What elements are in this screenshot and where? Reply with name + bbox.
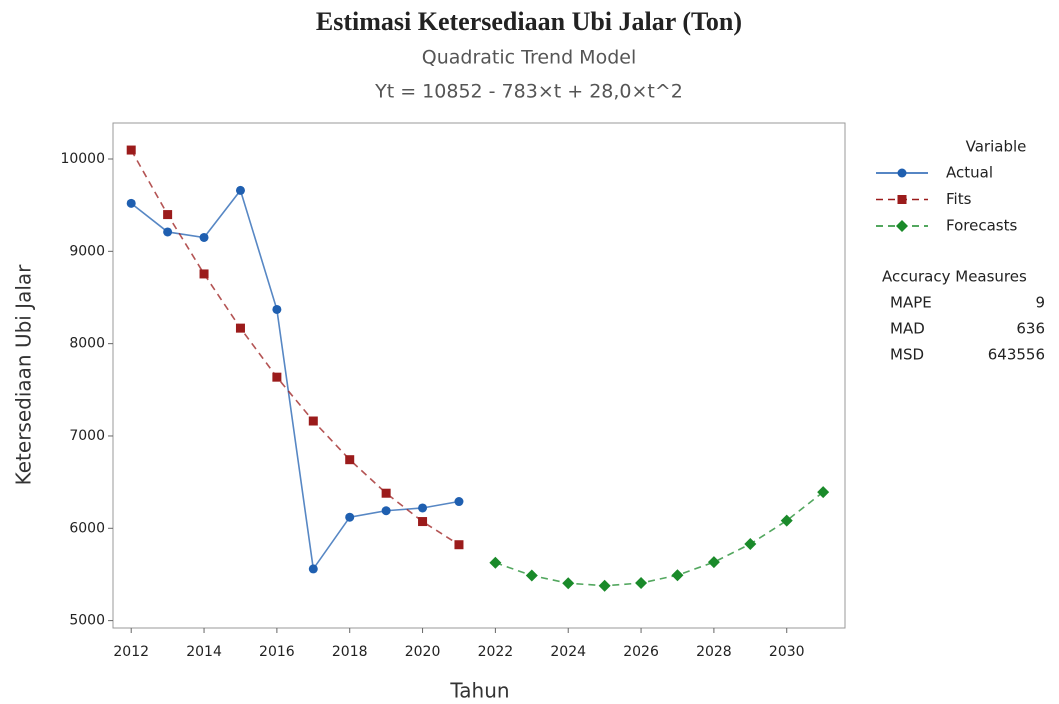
data-point xyxy=(817,486,830,499)
data-point xyxy=(707,556,720,569)
data-point xyxy=(454,540,464,550)
data-point xyxy=(381,506,391,516)
data-point xyxy=(744,537,757,550)
data-point xyxy=(272,372,282,382)
data-point xyxy=(418,517,428,527)
x-axis-label: Tahun xyxy=(449,679,509,703)
y-tick-label: 10000 xyxy=(60,151,105,167)
accuracy-value: 643556 xyxy=(988,346,1045,364)
chart-title: Estimasi Ketersediaan Ubi Jalar (Ton) xyxy=(316,7,742,36)
accuracy-title: Accuracy Measures xyxy=(882,268,1027,286)
data-point xyxy=(381,488,391,498)
x-tick-label: 2028 xyxy=(696,644,732,660)
x-tick-label: 2020 xyxy=(405,644,441,660)
x-tick-label: 2016 xyxy=(259,644,295,660)
data-point xyxy=(525,569,538,582)
legend-marker xyxy=(897,168,907,178)
x-tick-label: 2030 xyxy=(769,644,805,660)
legend-label: Fits xyxy=(946,190,972,208)
y-axis-label: Ketersediaan Ubi Jalar xyxy=(12,264,36,486)
equation: Yt = 10852 - 783×t + 28,0×t^2 xyxy=(374,81,683,103)
data-point xyxy=(671,569,684,582)
data-point xyxy=(489,556,502,569)
data-point xyxy=(345,455,355,465)
data-point xyxy=(163,227,173,237)
y-tick-label: 9000 xyxy=(69,243,105,259)
accuracy-label: MAPE xyxy=(890,294,932,312)
data-point xyxy=(308,416,318,426)
accuracy-value: 636 xyxy=(1016,320,1045,338)
data-point xyxy=(454,497,464,507)
data-point xyxy=(635,577,648,590)
legend-label: Forecasts xyxy=(946,217,1017,235)
data-point xyxy=(199,269,209,279)
accuracy-label: MAD xyxy=(890,320,925,338)
data-point xyxy=(126,145,136,155)
legend-marker xyxy=(896,220,908,232)
legend-label: Actual xyxy=(946,164,993,182)
series-line xyxy=(130,188,460,572)
y-tick-label: 6000 xyxy=(69,520,105,536)
data-point xyxy=(235,323,245,333)
data-point xyxy=(308,564,318,574)
x-tick-label: 2024 xyxy=(550,644,586,660)
data-point xyxy=(598,579,611,592)
x-tick-label: 2012 xyxy=(113,644,149,660)
y-tick-label: 7000 xyxy=(69,428,105,444)
y-tick-label: 8000 xyxy=(69,336,105,352)
series-line xyxy=(130,149,460,546)
data-point xyxy=(272,304,282,314)
plot-frame xyxy=(112,122,846,629)
data-point xyxy=(780,514,793,527)
accuracy-label: MSD xyxy=(890,346,924,364)
data-point xyxy=(562,577,575,590)
x-tick-label: 2026 xyxy=(623,644,659,660)
x-tick-label: 2022 xyxy=(478,644,514,660)
legend-marker xyxy=(897,195,907,204)
data-point xyxy=(235,185,245,195)
y-tick-label: 5000 xyxy=(69,613,105,629)
data-point xyxy=(126,198,136,208)
accuracy-value: 9 xyxy=(1035,294,1045,312)
chart-subtitle: Quadratic Trend Model xyxy=(422,47,636,69)
data-point xyxy=(418,503,428,513)
x-tick-label: 2014 xyxy=(186,644,222,660)
data-point xyxy=(345,512,355,522)
x-tick-label: 2018 xyxy=(332,644,368,660)
legend-title: Variable xyxy=(966,138,1027,156)
data-point xyxy=(163,210,173,220)
data-point xyxy=(199,232,209,242)
